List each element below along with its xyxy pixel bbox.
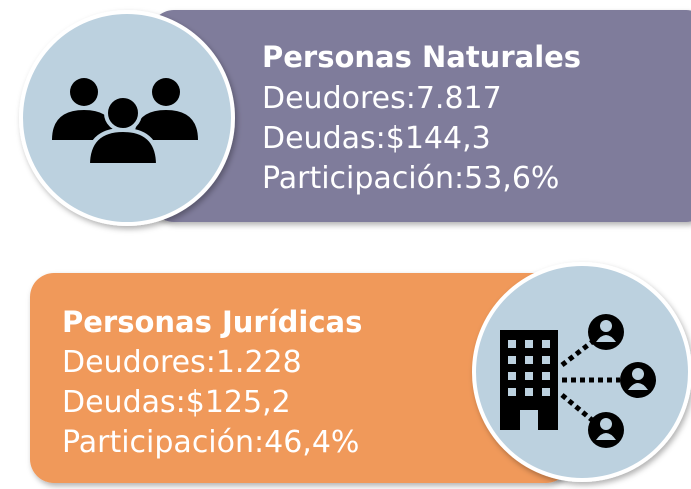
card-title: Personas Naturales — [262, 40, 581, 74]
card-line: Deudores:7.817 — [262, 81, 502, 116]
card-juridicas — [30, 273, 570, 483]
card-line: Deudores:1.228 — [62, 345, 302, 380]
card-title: Personas Jurídicas — [62, 305, 362, 339]
card-naturales — [150, 10, 691, 222]
people-icon — [52, 78, 198, 167]
card-line: Deudas:$144,3 — [262, 121, 491, 156]
building-icon — [500, 314, 656, 448]
card-line: Deudas:$125,2 — [62, 385, 291, 420]
card-line: Participación:53,6% — [262, 161, 559, 196]
card-line: Participación:46,4% — [62, 425, 359, 460]
